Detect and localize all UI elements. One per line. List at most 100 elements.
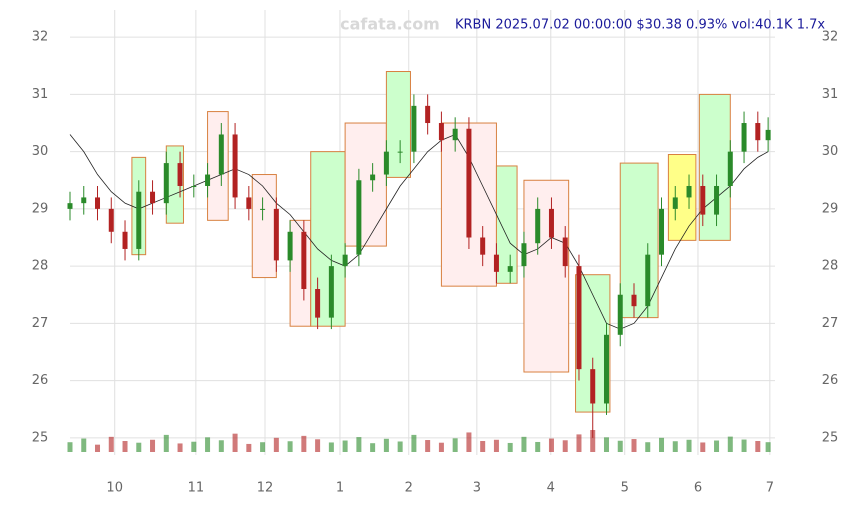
- volume-bar: [741, 439, 747, 452]
- volume-bar: [411, 434, 417, 452]
- zone: [344, 122, 387, 247]
- volume-bar: [205, 437, 211, 452]
- volume-bar: [273, 437, 279, 452]
- volume-bar: [727, 436, 733, 452]
- candle-body: [548, 208, 554, 238]
- y-tick-label: 30: [32, 144, 49, 159]
- x-tick-label: 3: [473, 481, 481, 496]
- y-tick-label: 28: [822, 259, 839, 274]
- candle-body: [122, 231, 128, 249]
- candle-body: [617, 294, 623, 335]
- volume-bar: [287, 441, 293, 452]
- candle-body: [67, 203, 73, 209]
- volume-bar: [548, 438, 554, 452]
- candle-body: [191, 185, 197, 187]
- x-tick-label: 6: [694, 481, 702, 496]
- candle-body: [700, 185, 706, 215]
- volume-bar: [480, 441, 486, 452]
- candle-body: [273, 208, 279, 261]
- volume-bar: [95, 444, 101, 452]
- y-tick-label: 30: [822, 144, 839, 159]
- y-tick-label: 26: [32, 373, 49, 388]
- candle-body: [136, 191, 142, 249]
- candle-body: [714, 185, 720, 215]
- candle-body: [301, 231, 307, 290]
- x-tick-label: 4: [547, 481, 555, 496]
- candle-body: [383, 151, 389, 175]
- y-tick-label: 28: [32, 259, 49, 274]
- y-tick-label: 25: [822, 430, 839, 445]
- volume-bar: [383, 438, 389, 452]
- y-tick-label: 29: [822, 201, 839, 216]
- candle-body: [466, 128, 472, 238]
- candle-body: [95, 197, 101, 209]
- candle-body: [205, 174, 211, 186]
- candle-body: [562, 237, 568, 267]
- candle-body: [260, 208, 266, 210]
- candle-body: [370, 174, 376, 181]
- volume-bar: [67, 442, 73, 452]
- candle-body: [246, 197, 252, 209]
- candle-body: [342, 254, 348, 267]
- zone: [207, 111, 229, 221]
- volume-bar: [177, 443, 183, 452]
- candle-body: [535, 208, 541, 244]
- volume-bar: [246, 443, 252, 452]
- chart-title: KRBN 2025.07.02 00:00:00 $30.38 0.93% vo…: [455, 18, 825, 33]
- x-tick-label: 5: [621, 481, 629, 496]
- volume-bar: [590, 430, 596, 452]
- ma-line: [69, 133, 769, 330]
- candle-body: [452, 128, 458, 141]
- candle-body: [438, 123, 444, 141]
- volume-bar: [397, 441, 403, 452]
- volume-bar: [466, 432, 472, 452]
- volume-bar: [452, 438, 458, 452]
- zone: [523, 179, 570, 373]
- volume-bar: [507, 442, 513, 452]
- candle-body: [287, 231, 293, 261]
- volume-bar: [562, 440, 568, 452]
- candle-body: [150, 191, 156, 204]
- volume-bar: [163, 434, 169, 452]
- candle-body: [741, 123, 747, 152]
- y-tick-label: 32: [32, 30, 49, 45]
- candle-body: [81, 197, 87, 204]
- candle-body: [218, 134, 224, 175]
- zone: [385, 71, 411, 178]
- candle-body: [590, 369, 596, 404]
- volume-bar: [150, 439, 156, 452]
- candle-body: [163, 163, 169, 204]
- zone: [251, 174, 277, 279]
- candle-body: [480, 237, 486, 255]
- volume-bar: [714, 440, 720, 452]
- zone: [619, 162, 659, 319]
- candle-body: [328, 266, 334, 318]
- x-tick-label: 2: [405, 481, 413, 496]
- volume-bar: [631, 439, 637, 452]
- zone: [698, 93, 731, 241]
- volume-bar: [122, 441, 128, 452]
- candle-body: [645, 254, 651, 307]
- candle-body: [576, 266, 582, 370]
- volume-bar: [686, 439, 692, 452]
- candle-body: [521, 243, 527, 267]
- x-tick-label: 12: [257, 481, 274, 496]
- volume-bar: [755, 441, 761, 452]
- volume-bar: [136, 442, 142, 452]
- volume-bar: [191, 441, 197, 452]
- candle-body: [603, 334, 609, 404]
- candle-body: [507, 266, 513, 272]
- candle-body: [727, 151, 733, 186]
- candle-body: [631, 294, 637, 307]
- volume-bar: [659, 437, 665, 452]
- x-tick-label: 10: [106, 481, 123, 496]
- x-tick-label: 7: [766, 481, 774, 496]
- y-tick-label: 26: [822, 373, 839, 388]
- volume-bar: [672, 441, 678, 452]
- candle-body: [177, 163, 183, 186]
- watermark: cafata.com: [340, 15, 440, 34]
- candle-body: [397, 151, 403, 153]
- volume-bar: [603, 437, 609, 452]
- candle-body: [659, 208, 665, 255]
